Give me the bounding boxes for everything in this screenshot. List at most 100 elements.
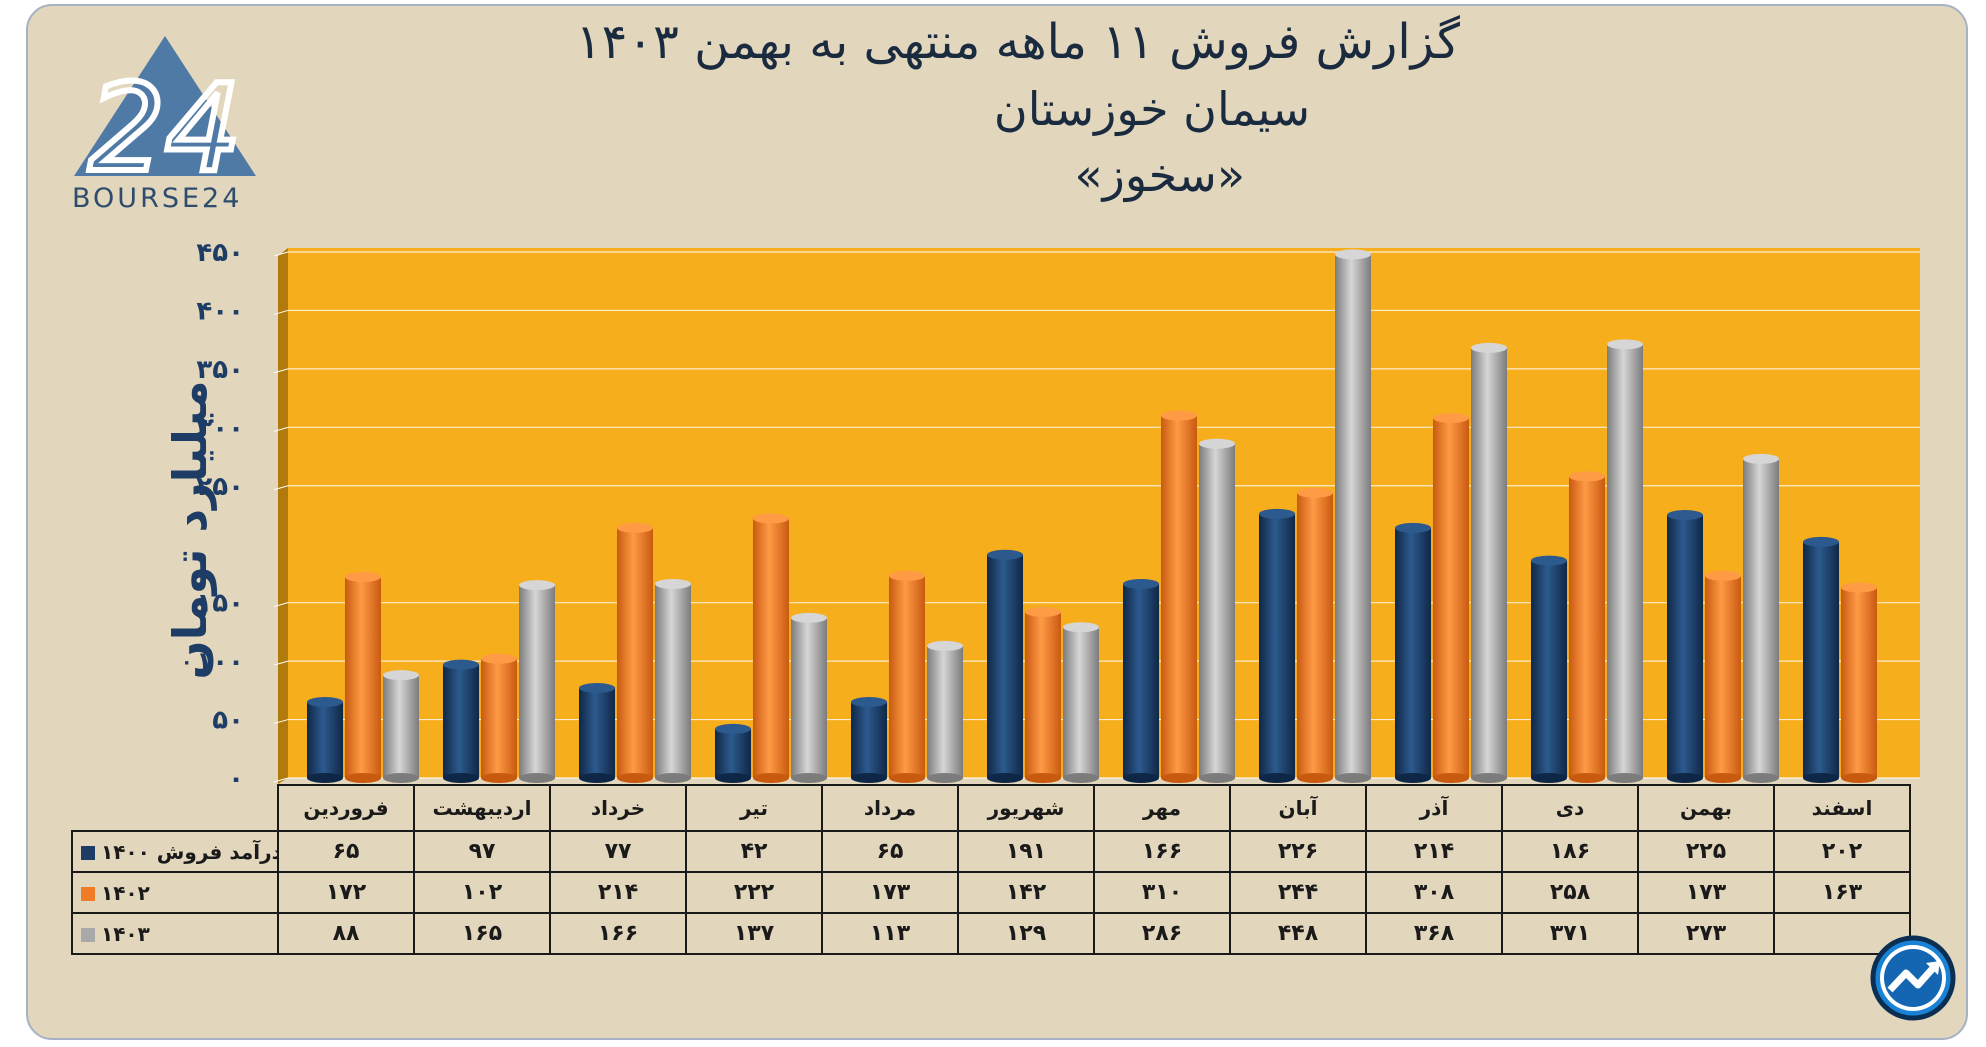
y-tick-label: ۴۰۰ bbox=[196, 296, 244, 326]
bar bbox=[1471, 343, 1507, 783]
bar bbox=[519, 580, 555, 783]
bar bbox=[383, 670, 419, 783]
data-label: ۱۱۳ bbox=[822, 913, 958, 954]
bar bbox=[481, 654, 517, 783]
bar bbox=[1161, 411, 1197, 783]
category-label: شهریور bbox=[958, 785, 1094, 831]
table-row: ۱۴۰۳ ۸۸ ۱۶۵ ۱۶۶ ۱۳۷ ۱۱۳ ۱۲۹ ۲۸۶ ۴۴۸ ۳۶۸ ۳۷۱ ۲۷۳ bbox=[72, 913, 1910, 954]
y-tick-label: ۵۰ bbox=[212, 706, 244, 736]
bar bbox=[1841, 582, 1877, 783]
series-name: ۱۴۰۳ bbox=[101, 922, 150, 946]
bar bbox=[851, 697, 887, 783]
series-name: ۱۴۰۲ bbox=[101, 881, 150, 905]
bar bbox=[1743, 454, 1779, 783]
data-label: ۲۴۴ bbox=[1230, 872, 1366, 913]
legend-entry: درآمد فروش ۱۴۰۰ bbox=[72, 831, 278, 872]
data-label: ۳۱۰ bbox=[1094, 872, 1230, 913]
data-label: ۲۰۲ bbox=[1774, 831, 1910, 872]
bar bbox=[1531, 556, 1567, 783]
bar bbox=[1705, 571, 1741, 783]
category-label: آذر bbox=[1366, 785, 1502, 831]
bar bbox=[1395, 523, 1431, 783]
bar bbox=[1259, 509, 1295, 783]
category-label: آبان bbox=[1230, 785, 1366, 831]
data-label: ۱۶۶ bbox=[1094, 831, 1230, 872]
data-label: ۷۷ bbox=[550, 831, 686, 872]
category-label: خرداد bbox=[550, 785, 686, 831]
data-label: ۱۷۳ bbox=[822, 872, 958, 913]
data-label: ۴۴۸ bbox=[1230, 913, 1366, 954]
bar bbox=[1335, 249, 1371, 783]
bar bbox=[579, 683, 615, 783]
bar bbox=[1297, 488, 1333, 783]
bar bbox=[715, 724, 751, 783]
data-label: ۱۸۶ bbox=[1502, 831, 1638, 872]
bar bbox=[1025, 607, 1061, 783]
data-label: ۳۶۸ bbox=[1366, 913, 1502, 954]
data-label: ۱۷۲ bbox=[278, 872, 414, 913]
bar bbox=[307, 697, 343, 783]
table-row: درآمد فروش ۱۴۰۰ ۶۵ ۹۷ ۷۷ ۴۲ ۶۵ ۱۹۱ ۱۶۶ ۲۲۶ ۲۱۴ ۱۸۶… bbox=[72, 831, 1910, 872]
category-label: دی bbox=[1502, 785, 1638, 831]
category-label: تیر bbox=[686, 785, 822, 831]
trend-arrow-icon bbox=[1870, 935, 1956, 1021]
bar bbox=[655, 579, 691, 783]
bar bbox=[889, 571, 925, 783]
bar bbox=[1123, 579, 1159, 783]
data-label: ۱۲۹ bbox=[958, 913, 1094, 954]
bar-chart: ۰ ۵۰ ۱۰۰ ۱۵۰ ۲۵۰ ۳۰۰ ۳۵۰ ۴۰۰ ۴۵۰ bbox=[0, 0, 1986, 790]
data-label: ۱۶۶ bbox=[550, 913, 686, 954]
category-label: مرداد bbox=[822, 785, 958, 831]
bar bbox=[443, 660, 479, 783]
bar bbox=[927, 641, 963, 783]
data-label: ۴۲ bbox=[686, 831, 822, 872]
category-label: مهر bbox=[1094, 785, 1230, 831]
legend-entry: ۱۴۰۲ bbox=[72, 872, 278, 913]
data-label: ۱۹۱ bbox=[958, 831, 1094, 872]
bar bbox=[791, 613, 827, 783]
bar bbox=[1607, 339, 1643, 783]
series-name: درآمد فروش ۱۴۰۰ bbox=[101, 840, 278, 864]
bar bbox=[1063, 622, 1099, 783]
bar bbox=[1433, 413, 1469, 783]
legend-swatch bbox=[81, 887, 95, 901]
legend-swatch bbox=[81, 928, 95, 942]
bar bbox=[1803, 537, 1839, 783]
bar bbox=[345, 572, 381, 783]
data-label: ۱۶۵ bbox=[414, 913, 550, 954]
legend-entry: ۱۴۰۳ bbox=[72, 913, 278, 954]
data-label: ۸۸ bbox=[278, 913, 414, 954]
data-label: ۹۷ bbox=[414, 831, 550, 872]
data-label: ۲۲۵ bbox=[1638, 831, 1774, 872]
data-label: ۱۶۳ bbox=[1774, 872, 1910, 913]
data-label: ۱۳۷ bbox=[686, 913, 822, 954]
bar bbox=[987, 550, 1023, 783]
table-row: ۱۴۰۲ ۱۷۲ ۱۰۲ ۲۱۴ ۲۲۲ ۱۷۳ ۱۴۲ ۳۱۰ ۲۴۴ ۳۰۸ ۲۵۸ ۱۷۳ ۱۶۳ bbox=[72, 872, 1910, 913]
category-label: اردیبهشت bbox=[414, 785, 550, 831]
data-label: ۱۷۳ bbox=[1638, 872, 1774, 913]
data-table: فروردین اردیبهشت خرداد تیر مرداد شهریور مهر آبا… bbox=[71, 784, 1911, 955]
data-label: ۱۰۲ bbox=[414, 872, 550, 913]
data-label: ۲۲۲ bbox=[686, 872, 822, 913]
data-label: ۲۵۸ bbox=[1502, 872, 1638, 913]
bar bbox=[617, 523, 653, 783]
bar bbox=[753, 514, 789, 783]
bar bbox=[1199, 439, 1235, 783]
data-label: ۲۱۴ bbox=[550, 872, 686, 913]
data-label: ۲۲۶ bbox=[1230, 831, 1366, 872]
data-label: ۳۰۸ bbox=[1366, 872, 1502, 913]
legend-swatch bbox=[81, 846, 95, 860]
data-label: ۶۵ bbox=[822, 831, 958, 872]
data-label: ۲۱۴ bbox=[1366, 831, 1502, 872]
category-label: بهمن bbox=[1638, 785, 1774, 831]
data-label: ۱۴۲ bbox=[958, 872, 1094, 913]
data-label: ۶۵ bbox=[278, 831, 414, 872]
data-label: ۲۷۳ bbox=[1638, 913, 1774, 954]
data-label: ۲۸۶ bbox=[1094, 913, 1230, 954]
y-tick-label: ۴۵۰ bbox=[196, 238, 244, 268]
data-label: ۳۷۱ bbox=[1502, 913, 1638, 954]
category-label: اسفند bbox=[1774, 785, 1910, 831]
bar bbox=[1569, 471, 1605, 783]
category-label: فروردین bbox=[278, 785, 414, 831]
bar bbox=[1667, 510, 1703, 783]
